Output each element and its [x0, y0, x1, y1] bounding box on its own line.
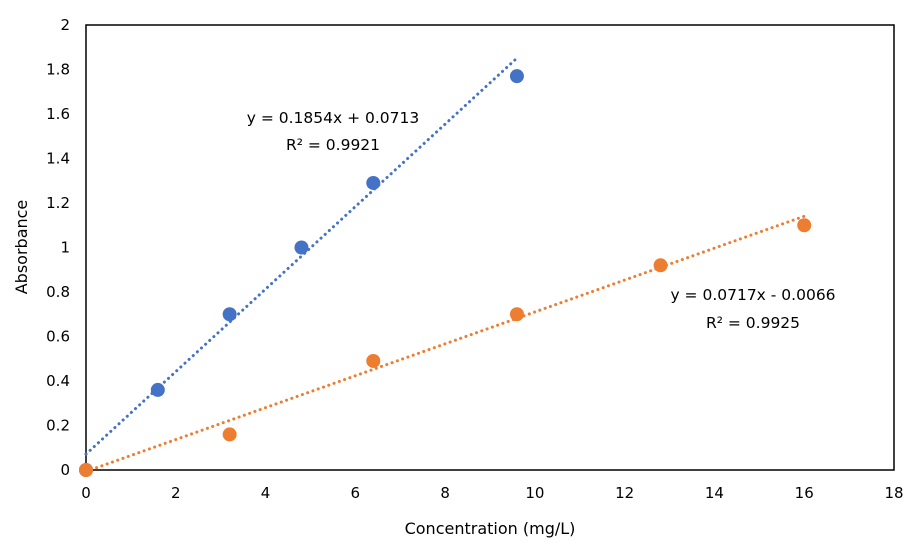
- data-points: [79, 69, 812, 477]
- y-tick-label: 0.4: [46, 372, 70, 390]
- x-axis-ticks: 0 2 4 6 8 10 12 14 16 18: [81, 484, 903, 502]
- blue-trendline-equation: y = 0.1854x + 0.0713: [247, 109, 420, 127]
- y-tick-label: 1: [60, 239, 70, 257]
- plot-area-frame: [85, 24, 895, 471]
- y-tick-label: 1.4: [46, 150, 70, 168]
- series-1-trendline: [84, 214, 806, 473]
- series-1-point: [797, 218, 812, 233]
- series-0-point: [150, 382, 165, 397]
- series-1-point: [222, 427, 237, 442]
- orange-trendline-equation: y = 0.0717x - 0.0066: [670, 286, 835, 304]
- y-tick-label: 0.8: [46, 283, 70, 301]
- blue-trendline-r2: R² = 0.9921: [286, 136, 380, 154]
- series-0-trendline: [84, 56, 519, 456]
- x-tick-label: 2: [171, 484, 181, 502]
- x-tick-label: 10: [525, 484, 544, 502]
- series-0-point: [294, 240, 309, 255]
- x-tick-label: 6: [351, 484, 361, 502]
- series-1-point: [366, 353, 381, 368]
- orange-trendline-r2: R² = 0.9925: [706, 314, 800, 332]
- y-tick-label: 1.6: [46, 105, 70, 123]
- y-tick-label: 2: [60, 16, 70, 34]
- x-axis-title: Concentration (mg/L): [405, 519, 576, 538]
- x-tick-label: 4: [261, 484, 271, 502]
- series-0-point: [366, 175, 381, 190]
- series-0-point: [509, 69, 524, 84]
- x-tick-label: 0: [81, 484, 91, 502]
- series-1-point: [79, 463, 93, 477]
- series-1-point: [509, 307, 524, 322]
- y-tick-label: 0.2: [46, 417, 70, 435]
- x-tick-label: 18: [884, 484, 903, 502]
- y-axis-ticks: 0 0.2 0.4 0.6 0.8 1 1.2 1.4 1.6 1.8 2: [46, 16, 70, 479]
- y-tick-label: 1.8: [46, 61, 70, 79]
- x-tick-label: 12: [615, 484, 634, 502]
- y-axis-title: Absorbance: [12, 200, 31, 295]
- series-1-point: [653, 258, 668, 273]
- x-tick-label: 8: [440, 484, 450, 502]
- y-tick-label: 1.2: [46, 194, 70, 212]
- y-tick-label: 0.6: [46, 328, 70, 346]
- x-tick-label: 16: [795, 484, 814, 502]
- series-0-point: [222, 307, 237, 322]
- x-tick-label: 14: [705, 484, 724, 502]
- y-tick-label: 0: [60, 461, 70, 479]
- trendlines: [84, 56, 806, 473]
